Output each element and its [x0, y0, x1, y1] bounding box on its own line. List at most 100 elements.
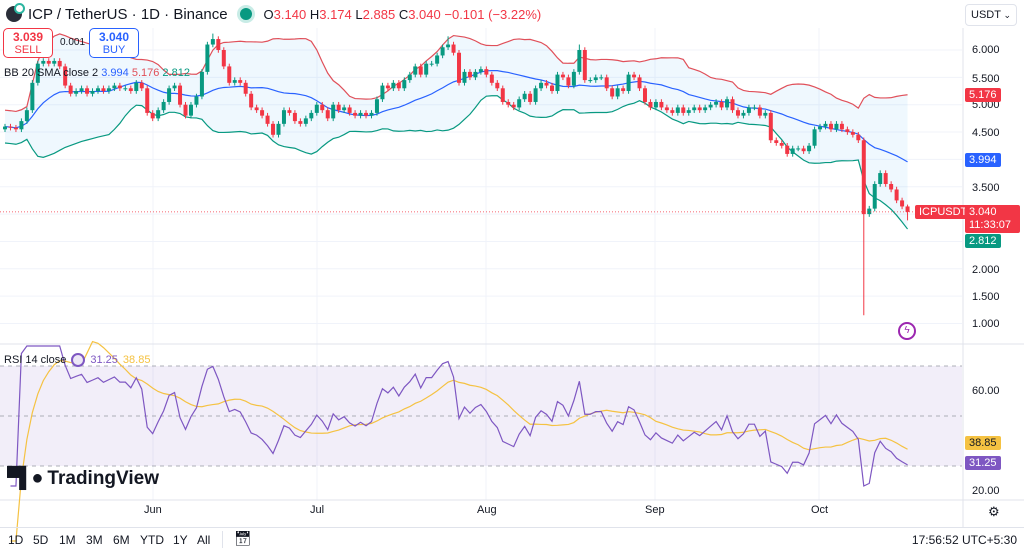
candle-body	[582, 50, 587, 81]
high-label: H	[309, 6, 320, 22]
clock[interactable]: 17:56:52 UTC+5:30	[911, 533, 1017, 547]
range-ytd[interactable]: YTD	[140, 533, 164, 547]
bb-name: BB 20 SMA close 2	[4, 67, 99, 79]
sell-price: 3.039	[12, 30, 44, 44]
range-1y[interactable]: 1Y	[173, 533, 188, 547]
bb-upper-tag: 5.176	[965, 88, 1001, 102]
candle-body	[478, 69, 483, 72]
currency-select[interactable]: USDT ⌄	[965, 4, 1017, 26]
candle-body	[735, 110, 740, 116]
candle-body	[205, 44, 210, 72]
bb-basis-line	[4, 70, 908, 163]
candle-body	[123, 88, 128, 90]
refresh-icon[interactable]	[71, 353, 86, 367]
candle-body	[528, 93, 533, 102]
sell-button[interactable]: 3.039 SELL	[3, 28, 53, 58]
candle-body	[664, 107, 669, 111]
candle-body	[276, 123, 281, 135]
price-tick: 3.500	[972, 182, 1000, 194]
candle-body	[52, 60, 57, 64]
candle-body	[63, 66, 68, 86]
candle-body	[473, 71, 478, 78]
candle-body	[889, 184, 894, 190]
rsi-ma-line	[10, 340, 908, 542]
candle-body	[309, 112, 314, 119]
candle-body	[484, 69, 489, 75]
candle-body	[752, 107, 757, 109]
candle-body	[150, 112, 155, 119]
buy-button[interactable]: 3.040 BUY	[89, 28, 139, 58]
candle-body	[156, 110, 161, 119]
symbol-title[interactable]: ICP / TetherUS · 1D · Binance	[28, 5, 228, 23]
range-all[interactable]: All	[197, 533, 211, 547]
candle-body	[818, 126, 823, 130]
candle-body	[796, 148, 801, 150]
candle-body	[413, 66, 418, 75]
rsi-name: RSI 14 close	[4, 354, 67, 366]
lightning-icon[interactable]: ϟ	[898, 322, 916, 340]
bb-legend[interactable]: BB 20 SMA close 2 3.994 5.176 2.812	[4, 67, 190, 79]
candle-body	[790, 148, 795, 154]
candle-body	[457, 52, 462, 83]
candle-body	[260, 110, 265, 116]
tv-mark-icon: ▀▌●	[7, 467, 43, 489]
candle-body	[828, 123, 833, 130]
bb-lower-line	[4, 95, 909, 230]
candle-body	[385, 85, 390, 89]
symbol-header: ICP / TetherUS · 1D · Binance O3.140 H3.…	[0, 0, 960, 28]
candle-body	[95, 88, 100, 92]
range-5d[interactable]: 5D	[33, 533, 49, 547]
goto-date-calendar-icon[interactable]: 📅︎	[234, 530, 252, 546]
range-6m[interactable]: 6M	[113, 533, 130, 547]
candle-body	[353, 112, 358, 116]
tradingview-logo: ▀▌● TradingView	[7, 467, 159, 490]
candle-body	[544, 82, 549, 86]
buy-label: BUY	[102, 44, 126, 56]
bb-lower-value: 2.812	[162, 67, 190, 79]
candle-body	[74, 91, 79, 94]
candle-body	[861, 140, 866, 215]
candle-body	[642, 88, 647, 102]
candle-body	[292, 112, 297, 122]
candle-body	[216, 39, 221, 50]
candle-body	[57, 60, 62, 67]
candle-body	[265, 115, 270, 124]
bb-basis-value: 3.994	[101, 67, 129, 79]
candle-body	[839, 123, 844, 130]
candle-body	[550, 85, 554, 92]
range-1d[interactable]: 1D	[8, 533, 24, 547]
rsi-legend[interactable]: RSI 14 close 31.25 38.85	[4, 353, 150, 367]
price-tick: 6.000	[972, 44, 1000, 56]
settings-gear-icon[interactable]: ⚙	[988, 504, 1000, 519]
range-3m[interactable]: 3M	[86, 533, 103, 547]
candle-body	[714, 101, 719, 105]
candle-body	[303, 118, 308, 124]
close-label: C	[398, 6, 409, 22]
candle-body	[801, 148, 806, 152]
candle-body	[35, 63, 40, 83]
time-label: Oct	[811, 504, 829, 516]
candle-body	[883, 173, 888, 185]
candle-body	[506, 101, 511, 105]
candle-body	[637, 77, 642, 89]
rsi-ma-value: 38.85	[122, 354, 151, 366]
candle-body	[364, 112, 369, 116]
candle-body	[774, 140, 779, 143]
candle-body	[320, 104, 325, 111]
price-tick: 4.500	[972, 127, 1000, 139]
buy-price: 3.040	[98, 30, 130, 44]
candle-body	[511, 104, 516, 108]
candle-body	[522, 93, 527, 100]
candle-body	[730, 99, 735, 111]
candle-body	[593, 77, 598, 81]
candle-body	[900, 200, 905, 207]
time-label: Aug	[477, 504, 497, 516]
candle-body	[435, 55, 440, 64]
candle-body	[599, 77, 604, 79]
range-1m[interactable]: 1M	[59, 533, 76, 547]
last-price-tag: 3.040 11:33:07	[965, 205, 1020, 233]
candle-body	[3, 126, 7, 130]
candle-body	[298, 121, 303, 124]
candle-body	[369, 112, 374, 116]
